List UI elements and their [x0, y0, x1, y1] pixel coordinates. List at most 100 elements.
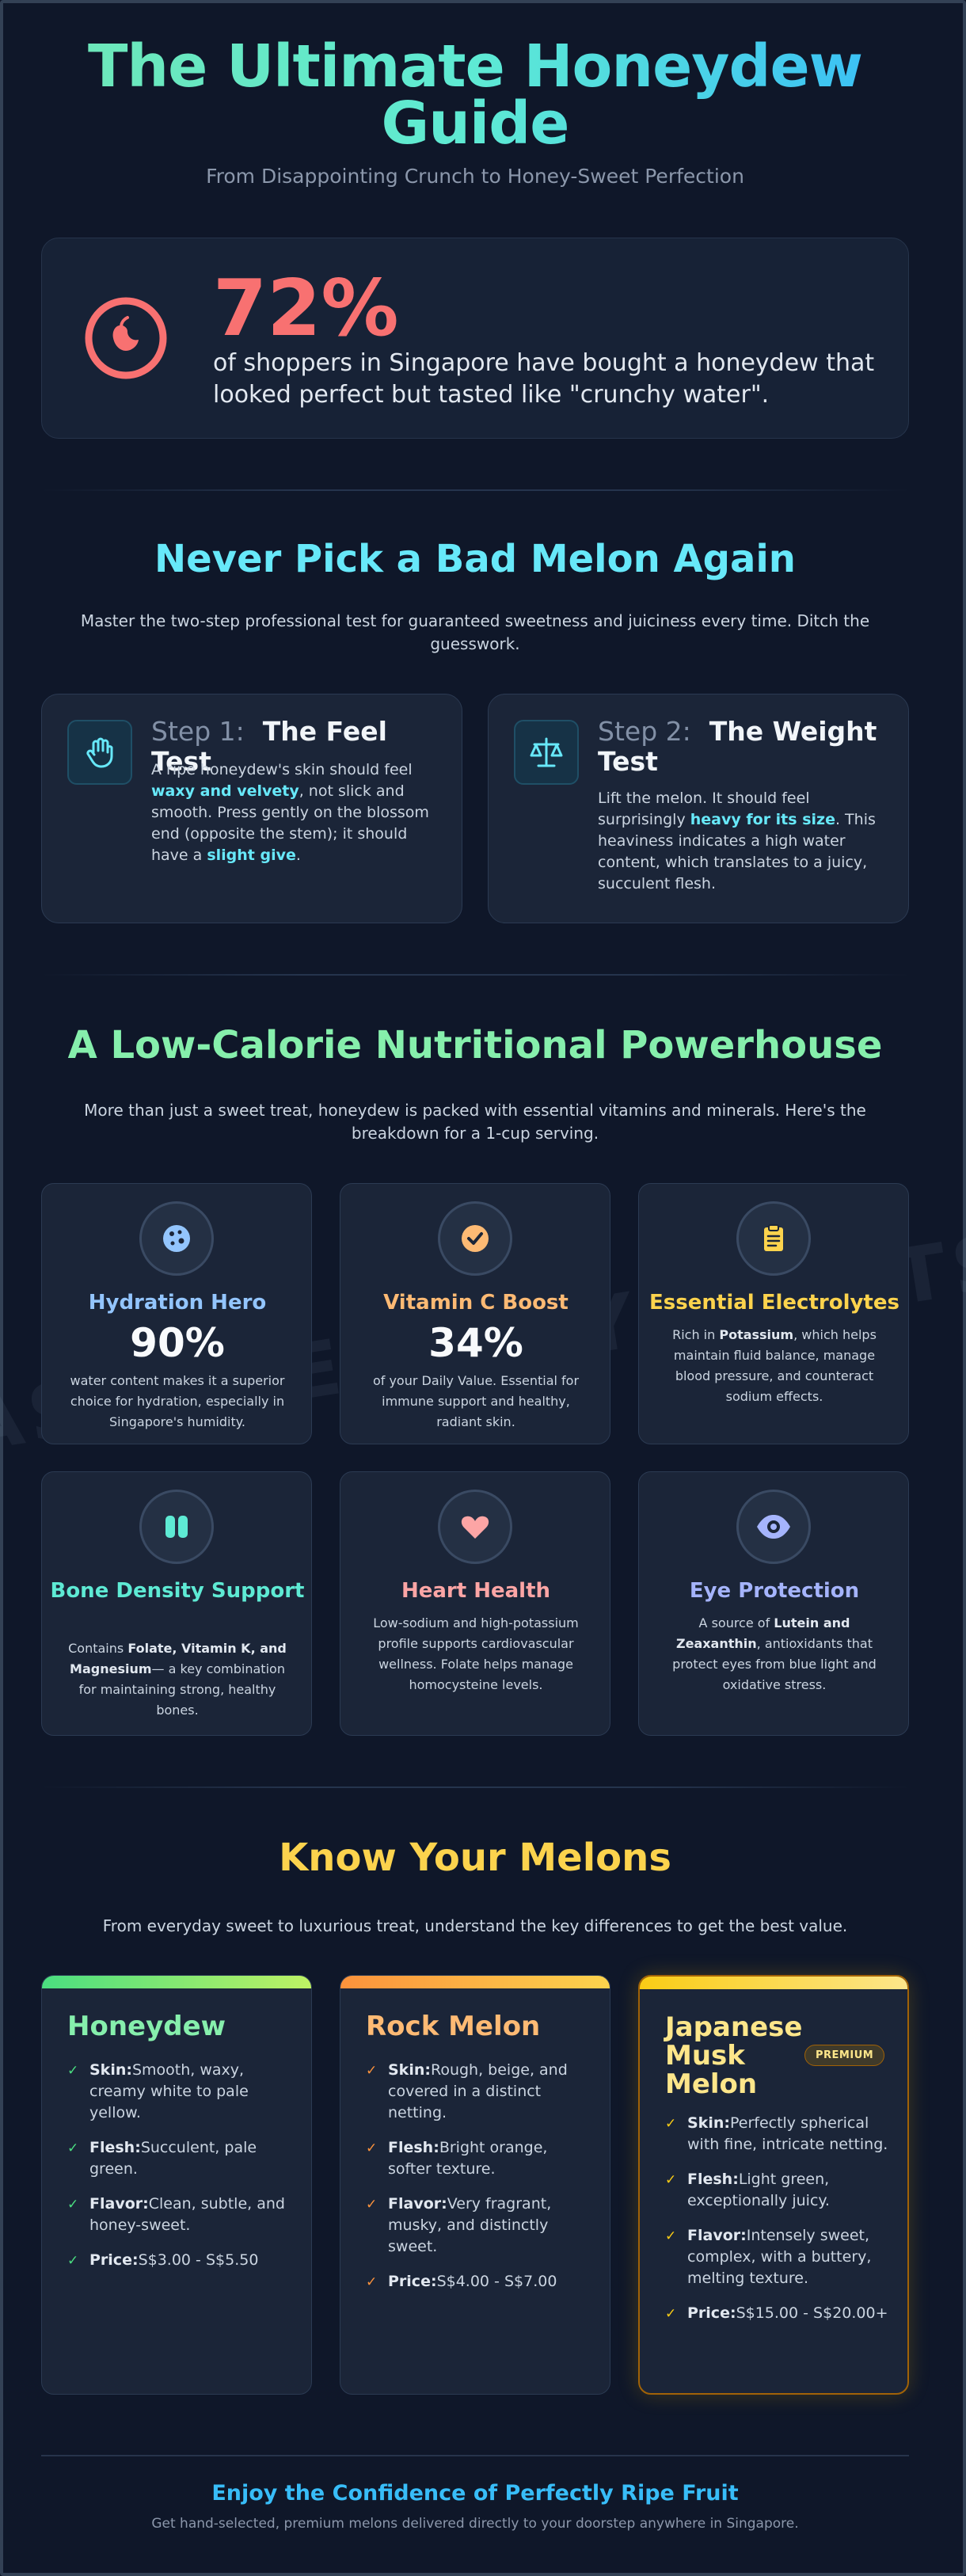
desc-text: — a key combination for maintaining stro…	[78, 1661, 285, 1718]
feature-label: Skin:	[687, 2114, 730, 2132]
premium-badge: PREMIUM	[804, 2045, 885, 2066]
apple-icon	[85, 297, 167, 379]
melon-card-honeydew: Honeydew ✓ Skin:Smooth, waxy, creamy whit…	[41, 1975, 312, 2395]
card-value: 34%	[428, 1320, 523, 1366]
melons-intro: From everyday sweet to luxurious treat, …	[102, 1916, 848, 1935]
feature-flesh: ✓ Flesh:Light green, exceptionally juicy.	[665, 2169, 891, 2212]
feature-value: Smooth, waxy, creamy white to pale yello…	[89, 2061, 249, 2121]
heart-icon	[438, 1490, 512, 1564]
nutrition-card-electrolytes: Essential Electrolytes Rich in Potassium…	[638, 1183, 909, 1444]
clipboard-icon	[736, 1201, 811, 1276]
bone-icon	[139, 1490, 214, 1564]
step-card-weight: Step 2: The Weight Test Lift the melon. …	[488, 694, 909, 923]
check-icon: ✓	[67, 2140, 79, 2156]
melons-title: Know Your Melons	[279, 1836, 671, 1880]
desc-text: .	[295, 847, 301, 864]
feature-label: Flesh:	[388, 2139, 439, 2156]
feature-value: Rough, beige, and covered in a distinct …	[388, 2061, 568, 2121]
step-description: Lift the melon. It should feel surprisin…	[598, 788, 891, 895]
feature-value: Clean, subtle, and honey-sweet.	[89, 2195, 285, 2234]
feature-label: Flavor:	[89, 2195, 149, 2213]
feature-value: Light green, exceptionally juicy.	[687, 2171, 830, 2209]
melon-features: ✓ Skin:Smooth, waxy, creamy white to pale…	[67, 2060, 293, 2285]
feature-value: Perfectly spherical with fine, intricate…	[687, 2114, 888, 2153]
stat-card: 72% of shoppers in Singapore have bought…	[41, 238, 909, 439]
card-value: 90%	[130, 1320, 225, 1366]
nutrition-title: A Low-Calorie Nutritional Powerhouse	[67, 1023, 883, 1067]
desc-highlight: heavy for its size	[690, 811, 835, 828]
check-icon: ✓	[67, 2063, 79, 2079]
footer-text: Get hand-selected, premium melons delive…	[151, 2516, 799, 2532]
stat-value: 72%	[213, 264, 399, 354]
melon-card-japanese-musk: Japanese Musk Melon PREMIUM ✓ Skin:Perfec…	[638, 1975, 909, 2395]
nutrition-card-hydration: Hydration Hero 90% water content makes i…	[41, 1183, 312, 1444]
step-description: A ripe honeydew's skin should feel waxy …	[151, 759, 444, 866]
desc-text: , not slick and smooth. Press gently on …	[151, 782, 429, 864]
feature-value: S$15.00 - S$20.00+	[736, 2304, 888, 2322]
hand-icon	[67, 720, 132, 785]
card-accent-bar	[42, 1976, 311, 1988]
check-icon: ✓	[665, 2228, 677, 2244]
feature-value: Intensely sweet, complex, with a buttery…	[687, 2227, 872, 2287]
card-title: Essential Electrolytes	[649, 1291, 899, 1315]
page-subtitle: From Disappointing Crunch to Honey-Sweet…	[206, 165, 744, 188]
divider	[41, 2455, 909, 2456]
melon-name: Rock Melon	[366, 2011, 541, 2042]
nutrition-card-heart: Heart Health Low-sodium and high-potassi…	[340, 1471, 610, 1736]
feature-label: Price:	[89, 2251, 139, 2269]
melon-features: ✓ Skin:Perfectly spherical with fine, int…	[665, 2113, 891, 2338]
feature-label: Price:	[388, 2273, 437, 2290]
desc-bold: Lutein and Zeaxanthin	[675, 1615, 850, 1651]
desc-text: Lift the melon. It should feel surprisin…	[598, 790, 810, 828]
footer-title: Enjoy the Confidence of Perfectly Ripe F…	[211, 2481, 739, 2506]
melon-features: ✓ Skin:Rough, beige, and covered in a dis…	[366, 2060, 591, 2306]
check-icon: ✓	[67, 2253, 79, 2269]
feature-skin: ✓ Skin:Perfectly spherical with fine, int…	[665, 2113, 891, 2156]
nutrition-intro: More than just a sweet treat, honeydew i…	[84, 1101, 866, 1143]
step-number: Step 1:	[151, 716, 245, 747]
check-badge-icon	[438, 1201, 512, 1276]
card-description: water content makes it a superior choice…	[70, 1373, 285, 1429]
feature-label: Flavor:	[687, 2227, 747, 2244]
feature-label: Skin:	[89, 2061, 132, 2079]
melon-card-rock-melon: Rock Melon ✓ Skin:Rough, beige, and cover…	[340, 1975, 610, 2395]
card-title: Hydration Hero	[88, 1291, 267, 1315]
divider	[41, 974, 909, 976]
check-icon: ✓	[665, 2116, 677, 2132]
card-title: Vitamin C Boost	[383, 1291, 569, 1315]
desc-text: , which helps maintain fluid balance, ma…	[673, 1327, 877, 1404]
nutrition-card-bone: Bone Density Support Contains Folate, Vi…	[41, 1471, 312, 1736]
feature-flavor: ✓ Flavor:Clean, subtle, and honey-sweet.	[67, 2194, 293, 2236]
feature-label: Skin:	[388, 2061, 431, 2079]
divider	[41, 489, 909, 491]
feature-value: Bright orange, softer texture.	[388, 2139, 548, 2178]
desc-bold: Potassium	[719, 1327, 794, 1342]
melon-name: Honeydew	[67, 2011, 226, 2042]
feature-skin: ✓ Skin:Rough, beige, and covered in a dis…	[366, 2060, 591, 2124]
card-description: A source of Lutein and Zeaxanthin, antio…	[663, 1613, 886, 1695]
feature-flesh: ✓ Flesh:Bright orange, softer texture.	[366, 2137, 591, 2180]
card-accent-bar	[640, 1977, 907, 1989]
check-icon: ✓	[67, 2197, 79, 2213]
water-drops-icon	[139, 1201, 214, 1276]
card-description: of your Daily Value. Essential for immun…	[372, 1373, 580, 1429]
desc-text: , antioxidants that protect eyes from bl…	[672, 1636, 877, 1692]
feature-price: ✓ Price:S$4.00 - S$7.00	[366, 2271, 591, 2293]
card-description: Contains Folate, Vitamin K, and Magnesiu…	[66, 1638, 289, 1721]
desc-text: Rich in	[672, 1327, 720, 1342]
feature-label: Flesh:	[687, 2171, 739, 2188]
desc-text: A ripe honeydew's skin should feel	[151, 761, 413, 778]
card-description: Low-sodium and high-potassium profile su…	[373, 1615, 579, 1692]
desc-text: A source of	[698, 1615, 774, 1630]
step-card-feel: Step 1: The Feel Test A ripe honeydew's …	[41, 694, 462, 923]
check-icon: ✓	[366, 2274, 378, 2290]
check-icon: ✓	[366, 2063, 378, 2079]
melon-name: Japanese Musk Melon	[665, 2011, 803, 2100]
picking-intro: Master the two-step professional test fo…	[80, 611, 870, 653]
feature-label: Flesh:	[89, 2139, 141, 2156]
desc-text: Contains	[68, 1641, 128, 1656]
feature-value: Very fragrant, musky, and distinctly swe…	[388, 2195, 552, 2255]
desc-highlight: slight give	[207, 847, 296, 864]
card-title: Bone Density Support	[50, 1579, 305, 1603]
